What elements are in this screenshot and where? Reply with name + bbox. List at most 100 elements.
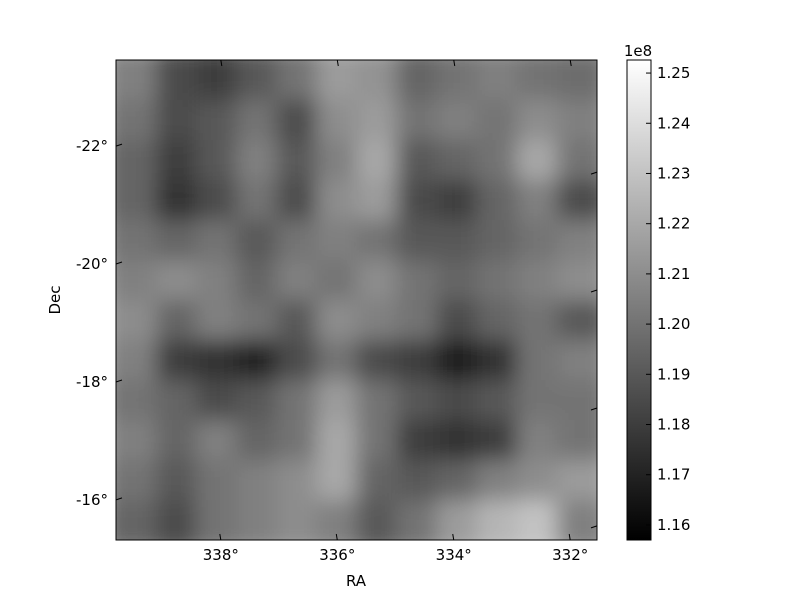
- heatmap-cell: [276, 260, 317, 301]
- heatmap-cell: [476, 100, 518, 141]
- heatmap-cell: [356, 500, 398, 540]
- heatmap-cell: [396, 500, 438, 540]
- heatmap-cell: [276, 100, 317, 141]
- heatmap-cell: [236, 380, 277, 421]
- plot-frame: [115, 59, 598, 541]
- heatmap-cell: [276, 380, 317, 421]
- y-tick-right: [590, 525, 598, 529]
- heatmap-cell: [436, 60, 478, 101]
- heatmap-cell: [476, 380, 518, 421]
- heatmap-cell: [556, 500, 597, 540]
- heatmap-cell: [116, 340, 157, 381]
- heatmap-cell: [556, 260, 597, 301]
- y-tick: [115, 143, 123, 147]
- y-axis-label: Dec: [46, 285, 64, 314]
- heatmap-cell: [556, 420, 597, 461]
- heatmap-cell: [516, 420, 558, 461]
- heatmap-cell: [396, 100, 438, 141]
- colorbar-tick-label: 1.21: [657, 265, 690, 283]
- heatmap-cell: [116, 140, 157, 181]
- x-tick-top: [336, 59, 339, 67]
- x-axis-label: RA: [346, 572, 367, 590]
- heatmap-cell: [236, 140, 277, 181]
- heatmap-cell: [476, 60, 518, 101]
- heatmap-cell: [116, 500, 157, 540]
- x-tick: [452, 533, 455, 541]
- heatmap-cell: [436, 180, 478, 221]
- heatmap-cell: [556, 180, 597, 221]
- heatmap-cell: [316, 460, 357, 501]
- heatmap-cell: [316, 220, 357, 261]
- heatmap-cell: [156, 100, 197, 141]
- heatmap-cell: [436, 420, 478, 461]
- heatmap-cell: [356, 460, 398, 501]
- heatmap-cell: [236, 60, 277, 101]
- heatmap-cells: [116, 60, 597, 540]
- heatmap-cell: [396, 260, 438, 301]
- heatmap-cell: [556, 60, 597, 101]
- heatmap-cell: [356, 220, 398, 261]
- heatmap-cell: [196, 420, 237, 461]
- heatmap-cell: [156, 300, 197, 341]
- heatmap-cell: [276, 340, 317, 381]
- x-tick-top: [569, 59, 572, 67]
- x-tick: [568, 533, 571, 541]
- heatmap-cell: [236, 500, 277, 540]
- heatmap-cell: [436, 140, 478, 181]
- heatmap-cell: [396, 340, 438, 381]
- heatmap-cell: [516, 220, 558, 261]
- heatmap-cell: [476, 180, 518, 221]
- heatmap-cell: [396, 460, 438, 501]
- heatmap-cell: [116, 300, 157, 341]
- heatmap-cell: [156, 420, 197, 461]
- colorbar-tick-label: 1.24: [657, 114, 690, 132]
- heatmap-cell: [396, 220, 438, 261]
- heatmap-cell: [396, 380, 438, 421]
- heatmap-cell: [156, 60, 197, 101]
- heatmap-cell: [276, 220, 317, 261]
- heatmap-cell: [156, 260, 197, 301]
- heatmap-cell: [236, 260, 277, 301]
- heatmap-cell: [476, 460, 518, 501]
- y-tick-label: -16°: [76, 491, 108, 509]
- heatmap-cell: [236, 300, 277, 341]
- heatmap-cell: [356, 180, 398, 221]
- heatmap-cell: [556, 140, 597, 181]
- heatmap-cell: [396, 420, 438, 461]
- heatmap-cell: [236, 220, 277, 261]
- heatmap-cell: [516, 60, 558, 101]
- colorbar-tick-label: 1.18: [657, 416, 690, 434]
- x-tick-label: 336°: [319, 546, 355, 564]
- heatmap-cell: [356, 140, 398, 181]
- heatmap-cell: [516, 460, 558, 501]
- heatmap-cell: [396, 140, 438, 181]
- heatmap-cell: [276, 60, 317, 101]
- colorbar-tick-label: 1.17: [657, 466, 690, 484]
- heatmap-cell: [316, 60, 357, 101]
- heatmap-cell: [316, 420, 357, 461]
- heatmap-cell: [356, 420, 398, 461]
- heatmap-cell: [116, 420, 157, 461]
- heatmap-cell: [116, 460, 157, 501]
- y-tick-right: [590, 407, 598, 411]
- heatmap-cell: [276, 500, 317, 540]
- heatmap-cell: [316, 180, 357, 221]
- heatmap-cell: [156, 340, 197, 381]
- heatmap-cell: [276, 460, 317, 501]
- heatmap-cell: [196, 380, 237, 421]
- heatmap-cell: [276, 140, 317, 181]
- y-tick-label: -22°: [76, 137, 108, 155]
- heatmap-cell: [396, 300, 438, 341]
- heatmap-cell: [156, 460, 197, 501]
- heatmap-cell: [356, 380, 398, 421]
- y-tick: [115, 379, 123, 383]
- heatmap-cell: [196, 340, 237, 381]
- heatmap-cell: [556, 340, 597, 381]
- heatmap-cell: [236, 180, 277, 221]
- heatmap-cell: [236, 340, 277, 381]
- heatmap-cell: [316, 500, 357, 540]
- heatmap-cell: [556, 220, 597, 261]
- heatmap-cell: [436, 300, 478, 341]
- heatmap-cell: [196, 140, 237, 181]
- heatmap-cell: [196, 500, 237, 540]
